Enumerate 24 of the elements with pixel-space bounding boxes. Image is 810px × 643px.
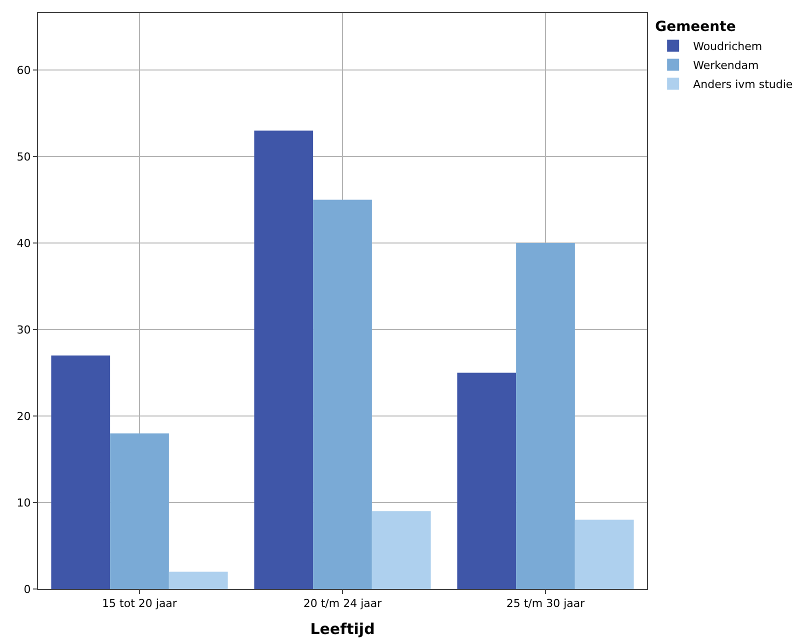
y-tick-label: 0 — [24, 582, 31, 596]
bar — [254, 130, 314, 589]
bar — [51, 355, 110, 589]
y-tick-label: 40 — [16, 236, 31, 250]
legend-label: Woudrichem — [693, 40, 762, 53]
y-tick-label: 10 — [16, 496, 31, 510]
bar — [372, 511, 431, 589]
y-tick-label: 30 — [16, 323, 31, 336]
x-tick-label: 15 tot 20 jaar — [102, 597, 178, 610]
y-tick-label: 50 — [16, 150, 31, 164]
x-tick-label: 20 t/m 24 jaar — [303, 597, 382, 610]
legend-label: Werkendam — [693, 58, 759, 72]
legend-label: Anders ivm studie — [693, 78, 793, 91]
bar — [516, 243, 575, 589]
y-tick-label: 60 — [16, 64, 31, 77]
x-axis-title: Leeftijd — [310, 620, 375, 638]
bar — [313, 200, 372, 589]
x-tick-label: 25 t/m 30 jaar — [506, 597, 586, 610]
bar — [110, 433, 169, 589]
y-tick-label: 20 — [16, 410, 31, 423]
bar — [574, 520, 634, 589]
legend-title: Gemeente — [655, 19, 736, 36]
bar — [457, 372, 516, 589]
bar — [168, 572, 228, 589]
